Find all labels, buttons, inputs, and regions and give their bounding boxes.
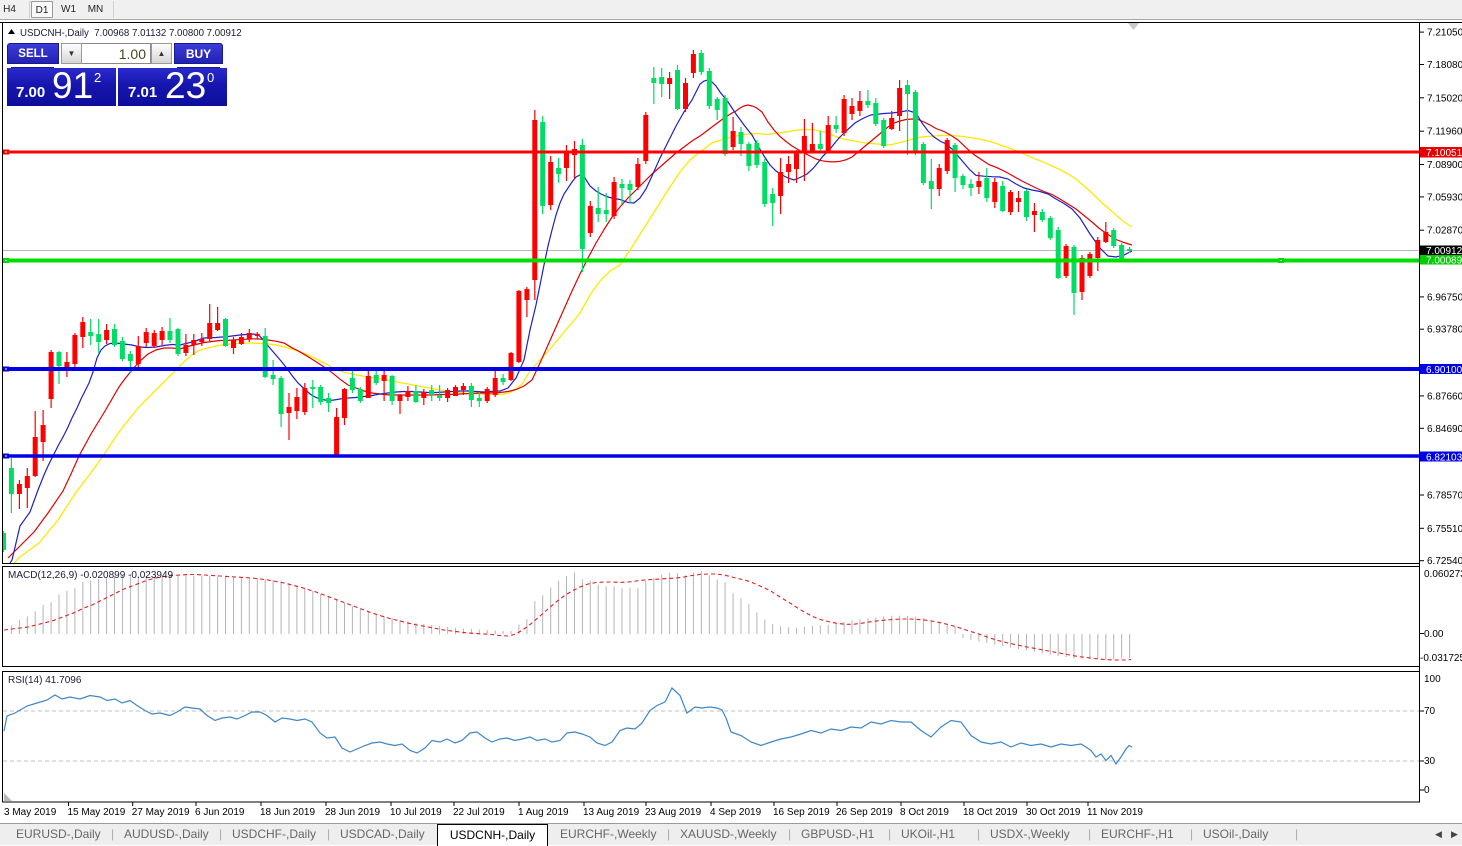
svg-text:6 Jun 2019: 6 Jun 2019 [195,807,245,818]
svg-text:1 Aug 2019: 1 Aug 2019 [518,807,569,818]
svg-text:4 Sep 2019: 4 Sep 2019 [710,807,762,818]
svg-text:18 Oct 2019: 18 Oct 2019 [963,807,1018,818]
svg-text:22 Jul 2019: 22 Jul 2019 [453,807,505,818]
svg-text:30 Oct 2019: 30 Oct 2019 [1026,807,1081,818]
svg-text:MACD(12,26,9) -0.020899 -0.023: MACD(12,26,9) -0.020899 -0.023949 [8,570,174,581]
svg-text:6.82103: 6.82103 [1426,453,1462,464]
svg-text:26 Sep 2019: 26 Sep 2019 [836,807,893,818]
svg-text:3 May 2019: 3 May 2019 [4,807,57,818]
svg-text:6.75510: 6.75510 [1427,524,1462,535]
svg-text:6.78570: 6.78570 [1427,491,1462,502]
svg-text:27 May 2019: 27 May 2019 [132,807,190,818]
svg-text:15 May 2019: 15 May 2019 [68,807,126,818]
svg-text:0: 0 [1424,785,1430,796]
svg-text:6.84690: 6.84690 [1427,424,1462,435]
svg-text:7.00089: 7.00089 [1426,256,1462,267]
svg-text:7.15020: 7.15020 [1427,93,1462,104]
svg-text:28 Jun 2019: 28 Jun 2019 [325,807,380,818]
svg-text:7.10051: 7.10051 [1426,148,1462,159]
svg-text:7.21050: 7.21050 [1427,28,1462,39]
svg-text:7.02870: 7.02870 [1427,226,1462,237]
svg-text:7.05930: 7.05930 [1427,192,1462,203]
svg-text:RSI(14) 41.7096: RSI(14) 41.7096 [8,675,82,686]
svg-text:0.00: 0.00 [1424,629,1444,640]
svg-text:70: 70 [1424,706,1436,717]
svg-text:7.11960: 7.11960 [1427,127,1462,138]
svg-text:6.72540: 6.72540 [1427,556,1462,567]
svg-text:30: 30 [1424,756,1436,767]
svg-text:0.060273: 0.060273 [1424,569,1462,580]
svg-text:-0.031725: -0.031725 [1420,653,1462,664]
svg-text:13 Aug 2019: 13 Aug 2019 [583,807,640,818]
svg-text:7.00912: 7.00912 [1426,246,1462,257]
svg-text:6.96750: 6.96750 [1427,292,1462,303]
svg-text:18 Jun 2019: 18 Jun 2019 [260,807,315,818]
svg-text:6.90100: 6.90100 [1426,365,1462,376]
svg-text:6.87660: 6.87660 [1427,391,1462,402]
svg-text:8 Oct 2019: 8 Oct 2019 [900,807,949,818]
svg-text:10 Jul 2019: 10 Jul 2019 [390,807,442,818]
svg-text:11 Nov 2019: 11 Nov 2019 [1087,807,1143,818]
svg-text:6.93780: 6.93780 [1427,325,1462,336]
svg-text:USDCNH-,Daily 7.00968 7.01132: USDCNH-,Daily 7.00968 7.01132 7.00800 7.… [20,28,242,39]
svg-text:16 Sep 2019: 16 Sep 2019 [773,807,830,818]
svg-text:7.08900: 7.08900 [1427,160,1462,171]
svg-text:23 Aug 2019: 23 Aug 2019 [645,807,702,818]
svg-text:7.18080: 7.18080 [1427,60,1462,71]
svg-text:100: 100 [1424,674,1441,685]
